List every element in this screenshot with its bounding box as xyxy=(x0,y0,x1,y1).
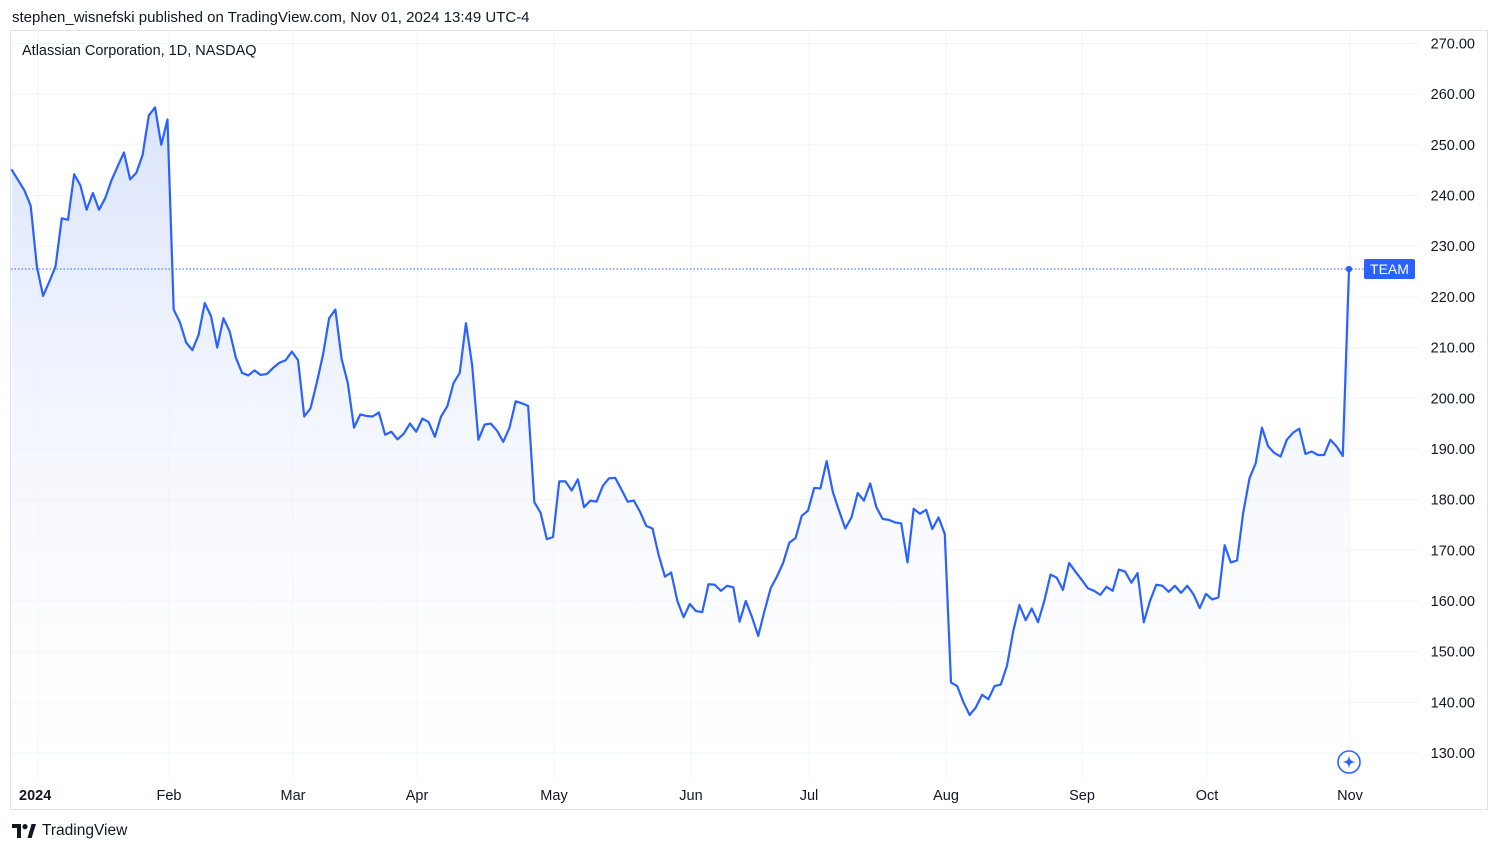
y-tick-label: 130.00 xyxy=(1431,746,1475,762)
x-tick-label: 2024 xyxy=(19,788,51,804)
series-line xyxy=(10,106,1351,717)
y-tick-label: 180.00 xyxy=(1431,493,1475,509)
tradingview-logo-icon xyxy=(12,824,36,838)
symbol-title: Atlassian Corporation, 1D, NASDAQ xyxy=(22,43,257,59)
x-tick-label: Feb xyxy=(157,788,182,804)
x-tick-label: Jun xyxy=(679,788,702,804)
area-fill xyxy=(12,107,1349,780)
price-line xyxy=(10,106,1351,717)
x-tick-label: Jul xyxy=(800,788,819,804)
y-tick-label: 210.00 xyxy=(1431,341,1475,357)
x-tick-label: Nov xyxy=(1337,788,1364,804)
y-tick-label: 230.00 xyxy=(1431,239,1475,255)
last-price-label-bg xyxy=(1364,259,1415,280)
y-tick-label: 190.00 xyxy=(1431,442,1475,458)
y-tick-label: 260.00 xyxy=(1431,87,1475,103)
published-by-text: stephen_wisnefski published on TradingVi… xyxy=(12,9,530,26)
sparkle-icon xyxy=(1342,755,1356,769)
y-tick-label: 140.00 xyxy=(1431,695,1475,711)
tradingview-brand[interactable]: TradingView xyxy=(12,822,127,840)
y-tick-label: 160.00 xyxy=(1431,594,1475,610)
last-price-marker: TEAM xyxy=(11,259,1415,280)
y-tick-label: 150.00 xyxy=(1431,645,1475,661)
x-tick-label: Apr xyxy=(406,788,429,804)
x-axis-ticks: 2024 Feb Mar Apr May Jun Jul Aug Sep Oct Nov xyxy=(19,788,1364,804)
assistant-button[interactable] xyxy=(1337,750,1361,774)
brand-name: TradingView xyxy=(42,822,128,839)
x-tick-label: Mar xyxy=(281,788,306,804)
y-axis-ticks: 130.00 140.00 150.00 160.00 170.00 180.00 190.… xyxy=(1431,37,1475,763)
x-tick-label: Aug xyxy=(933,788,959,804)
last-price-dot xyxy=(1345,265,1353,273)
y-tick-label: 170.00 xyxy=(1431,543,1475,559)
y-tick-label: 240.00 xyxy=(1431,189,1475,205)
y-tick-label: 250.00 xyxy=(1431,138,1475,154)
y-tick-label: 220.00 xyxy=(1431,290,1475,306)
y-tick-label: 270.00 xyxy=(1431,37,1475,53)
y-tick-label: 200.00 xyxy=(1431,391,1475,407)
x-tick-label: May xyxy=(540,788,568,804)
x-tick-label: Sep xyxy=(1069,788,1095,804)
series-area xyxy=(12,107,1349,780)
x-tick-label: Oct xyxy=(1196,788,1219,804)
chart-frame xyxy=(10,30,1488,810)
last-price-label: TEAM xyxy=(1370,261,1409,277)
